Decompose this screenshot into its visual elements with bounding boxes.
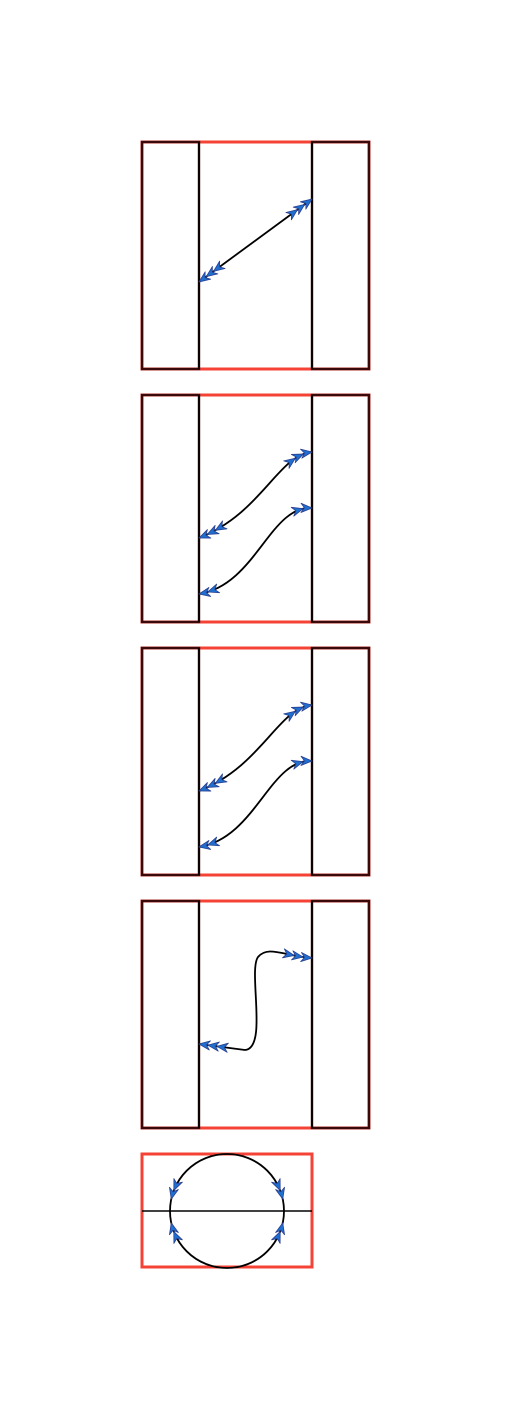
panel-1 — [140, 140, 371, 371]
outer-square — [140, 646, 371, 877]
arrow-head-icon — [205, 266, 219, 278]
arrow-head-icon — [285, 209, 298, 221]
arrow-head-icon — [207, 836, 221, 847]
arrow-head-icon — [292, 203, 306, 215]
arrow-head-icon — [300, 502, 313, 513]
right-side-frame — [310, 899, 371, 1130]
left-side-frame — [140, 140, 201, 371]
arrow-head-icon — [169, 1186, 179, 1200]
arrow-head-icon — [206, 525, 220, 535]
arrow-head-icon — [275, 1222, 285, 1236]
arrow-head-icon — [291, 950, 304, 961]
left-side-frame — [140, 393, 201, 624]
arrow-head-icon — [290, 706, 304, 717]
straight-diagonal — [198, 198, 313, 283]
lower-s-curve-line — [198, 760, 313, 848]
arrow-head-icon — [283, 457, 296, 469]
lower-s-curve — [198, 502, 313, 597]
arrow-head-icon — [216, 1042, 229, 1053]
arrow-head-icon — [206, 778, 220, 788]
arrow-head-icon — [300, 755, 313, 766]
circle-upper-arc-line — [169, 1153, 285, 1212]
lower-s-curve — [198, 755, 313, 850]
arrow-head-icon — [290, 453, 304, 464]
circle-lower-arc — [169, 1210, 285, 1269]
upper-s-curve-line — [198, 451, 313, 539]
arrow-head-icon — [275, 1186, 285, 1200]
lower-s-curve-line — [198, 507, 313, 595]
upper-s-curve — [198, 701, 313, 792]
panel-5 — [140, 1152, 314, 1269]
arrow-head-icon — [207, 583, 221, 594]
arrow-head-icon — [300, 448, 313, 459]
outer-square — [140, 899, 371, 1130]
arrow-head-icon — [271, 1178, 281, 1191]
arrow-head-icon — [173, 1178, 183, 1191]
arrow-head-icon — [214, 773, 228, 784]
folded-curve-line — [198, 950, 313, 1051]
right-side-frame — [310, 140, 371, 371]
arrow-head-icon — [283, 710, 296, 722]
arrow-head-icon — [290, 506, 304, 517]
panel-2 — [140, 393, 371, 624]
circle-upper-arc — [169, 1153, 285, 1212]
right-side-frame — [310, 393, 371, 624]
arrow-head-icon — [198, 1040, 211, 1051]
panels-layer — [140, 140, 371, 1269]
arrow-head-icon — [300, 952, 313, 963]
upper-s-curve — [198, 448, 313, 539]
circle-lower-arc-line — [169, 1210, 285, 1269]
arrow-head-icon — [198, 271, 211, 283]
left-side-frame — [140, 646, 201, 877]
arrow-head-icon — [173, 1231, 183, 1244]
folded-curve — [198, 948, 313, 1053]
arrow-head-icon — [213, 260, 226, 272]
right-side-frame — [310, 646, 371, 877]
arrow-head-icon — [300, 198, 313, 210]
arrow-head-icon — [169, 1222, 179, 1236]
arrow-head-icon — [198, 529, 212, 539]
arrow-head-icon — [300, 701, 313, 712]
upper-s-curve-line — [198, 704, 313, 792]
arrow-head-icon — [290, 759, 304, 770]
outer-square — [140, 140, 371, 371]
arrow-head-icon — [198, 782, 212, 792]
arrow-head-icon — [271, 1231, 281, 1244]
arrow-head-icon — [282, 948, 295, 959]
arrow-head-icon — [214, 520, 228, 531]
outer-square — [140, 393, 371, 624]
arrow-head-icon — [207, 1041, 220, 1052]
arrow-head-icon — [198, 587, 212, 597]
arrow-head-icon — [198, 840, 212, 850]
panel-4 — [140, 899, 371, 1130]
left-side-frame — [140, 899, 201, 1130]
panel-3 — [140, 646, 371, 877]
